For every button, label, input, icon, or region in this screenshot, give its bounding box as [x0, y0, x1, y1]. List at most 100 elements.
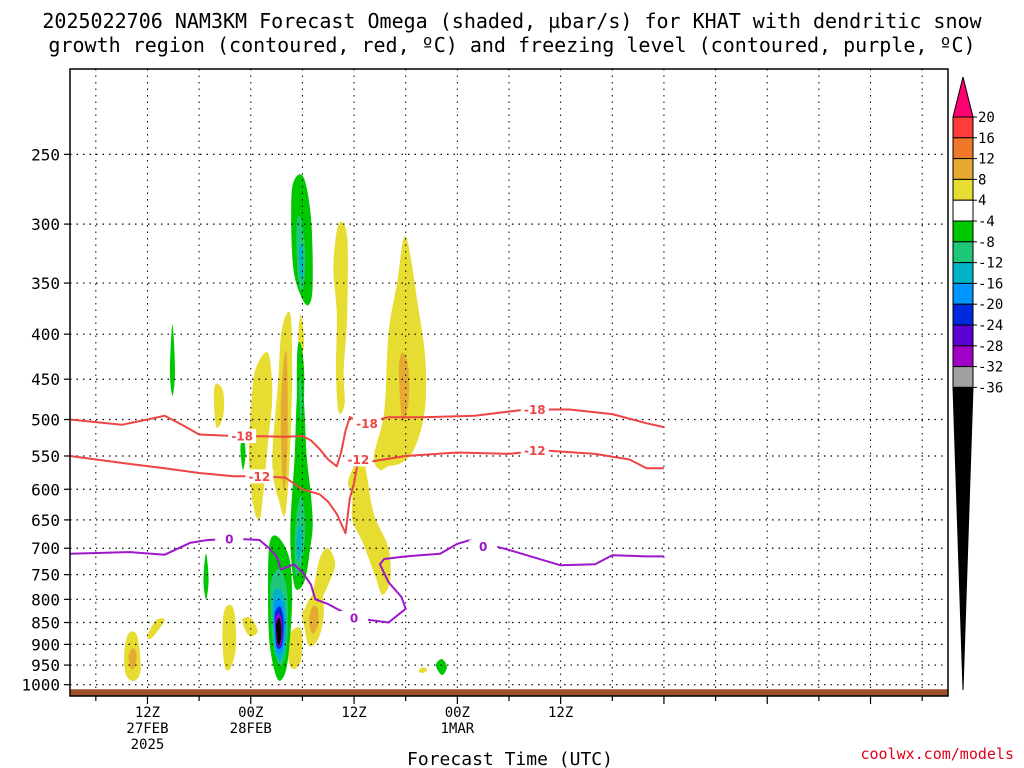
omega-positive-region-18	[418, 667, 428, 674]
colorbar-label-0: 20	[978, 110, 995, 126]
colorbar-segment-10	[952, 303, 974, 326]
contour-label-dgz-minus12-2: -12	[524, 444, 546, 458]
ytick-label-950: 950	[31, 656, 60, 675]
omega-positive-region-4	[213, 383, 225, 428]
xtick-label-0-2: 28FEB	[230, 721, 272, 737]
omega-positive-region-16	[222, 604, 237, 671]
colorbar-label-6: -8	[978, 235, 995, 251]
x-axis-title: Forecast Time (UTC)	[407, 749, 613, 768]
omega-positive-region-6	[347, 455, 391, 595]
omega-positive-region-12	[309, 605, 319, 634]
colorbar-label-11: -28	[978, 339, 1003, 355]
colorbar-label-13: -36	[978, 380, 1003, 396]
omega-negative-region-4	[299, 378, 303, 420]
xtick-label-36-1: 12Z	[548, 705, 573, 721]
contour-label-dgz-minus18-1: -18	[356, 417, 378, 431]
plot-area: -18 -18 -18 -12 -12 -12 0 0 0	[70, 69, 948, 696]
colorbar-label-7: -12	[978, 256, 1003, 272]
colorbar-label-2: 12	[978, 152, 995, 168]
colorbar-segment-2	[952, 137, 974, 160]
ytick-label-250: 250	[31, 145, 60, 164]
ytick-label-550: 550	[31, 447, 60, 466]
omega-negative-region-15	[240, 434, 246, 470]
colorbar-label-8: -16	[978, 276, 1003, 292]
contour-label-dgz-minus18-2: -18	[524, 403, 546, 417]
colorbar-label-3: 8	[978, 172, 986, 188]
terrain-layer	[70, 689, 948, 696]
colorbar-segment-8	[952, 262, 974, 284]
contour-label-bg-dgz-minus12-2	[520, 443, 549, 458]
ytick-label-850: 850	[31, 614, 60, 633]
contour-label-freezing-0-2: 0	[479, 540, 487, 554]
ytick-label-450: 450	[31, 370, 60, 389]
contour-label-dgz-minus12-1: -12	[348, 453, 370, 467]
terrain-fill	[70, 689, 948, 696]
ytick-label-700: 700	[31, 539, 60, 558]
omega-positive-region-14	[128, 648, 137, 670]
contour-label-bg-dgz-minus18-1	[352, 416, 381, 431]
contour-label-bg-dgz-minus18-2	[520, 402, 549, 417]
ytick-label-300: 300	[31, 215, 60, 234]
colorbar-segment-3	[952, 158, 974, 180]
colorbar-label-12: -32	[978, 360, 1003, 376]
contour-layer: -18 -18 -18 -12 -12 -12 0 0 0	[70, 402, 665, 625]
contour-label-bg-dgz-minus18-0	[228, 429, 257, 444]
chart-title-line-2: growth region (contoured, red, ºC) and f…	[48, 33, 975, 57]
contour-label-bg-freezing-0-2	[469, 539, 498, 554]
omega-positive-region-5	[333, 221, 348, 414]
colorbar-label-1: 16	[978, 131, 995, 147]
source-credit: coolwx.com/models	[860, 745, 1014, 763]
contour-label-dgz-minus18-0: -18	[231, 430, 253, 444]
ytick-label-400: 400	[31, 325, 60, 344]
colorbar-segment-12	[952, 345, 974, 368]
xtick-label--12-2: 27FEB	[126, 721, 168, 737]
omega-negative-region-17	[169, 324, 175, 396]
contour-label-dgz-minus12-0: -12	[249, 470, 271, 484]
ytick-label-1000: 1000	[21, 676, 60, 695]
omega-negative-region-14	[276, 617, 282, 645]
colorbar-top-arrow	[952, 76, 974, 118]
ytick-label-350: 350	[31, 274, 60, 293]
colorbar-segment-13	[952, 366, 974, 388]
colorbar-segment-5	[952, 199, 974, 222]
colorbar-segment-4	[952, 178, 974, 201]
ytick-label-750: 750	[31, 566, 60, 585]
chart-title-line-1: 2025022706 NAM3KM Forecast Omega (shaded…	[42, 9, 982, 33]
omega-positive-region-2	[280, 350, 288, 490]
contour-label-freezing-0-1: 0	[350, 611, 358, 625]
colorbar: 20 16 12 8 4 -4 -8 -12 -16 -20 -24 -28 -32 -36	[952, 76, 1003, 691]
omega-positive-region-17	[242, 617, 258, 637]
colorbar-label-9: -20	[978, 297, 1003, 313]
colorbar-label-10: -24	[978, 318, 1003, 334]
colorbar-segment-7	[952, 241, 974, 264]
grid-lines	[70, 69, 948, 696]
omega-positive-region-7	[373, 236, 427, 471]
contour-dgz-minus18	[70, 408, 665, 468]
ytick-label-900: 900	[31, 635, 60, 654]
colorbar-segment-6	[952, 220, 974, 243]
omega-negative-region-18	[435, 658, 447, 676]
contour-label-bg-freezing-0-1	[340, 610, 369, 625]
ytick-label-800: 800	[31, 590, 60, 609]
contour-label-bg-dgz-minus12-0	[245, 469, 274, 484]
omega-positive-region-15	[147, 618, 165, 640]
contour-label-bg-dgz-minus12-1	[344, 452, 373, 467]
contour-label-freezing-0-0: 0	[225, 532, 233, 546]
contour-label-bg-freezing-0-0	[215, 531, 244, 546]
xtick-label-0-1: 00Z	[238, 705, 263, 721]
colorbar-label-4: 4	[978, 193, 986, 209]
xtick-label--12-3: 2025	[131, 737, 165, 753]
omega-shading-layer	[124, 174, 447, 682]
omega-positive-region-8	[398, 352, 410, 421]
xtick-label-12-1: 12Z	[341, 705, 366, 721]
colorbar-bottom-arrow	[952, 386, 974, 691]
omega-positive-region-10	[288, 627, 303, 670]
contour-dgz-minus12	[70, 449, 664, 535]
xtick-label-24-1: 00Z	[445, 705, 470, 721]
ytick-label-500: 500	[31, 411, 60, 430]
colorbar-segment-9	[952, 282, 974, 305]
colorbar-segment-11	[952, 324, 974, 347]
omega-negative-region-2	[296, 525, 302, 560]
